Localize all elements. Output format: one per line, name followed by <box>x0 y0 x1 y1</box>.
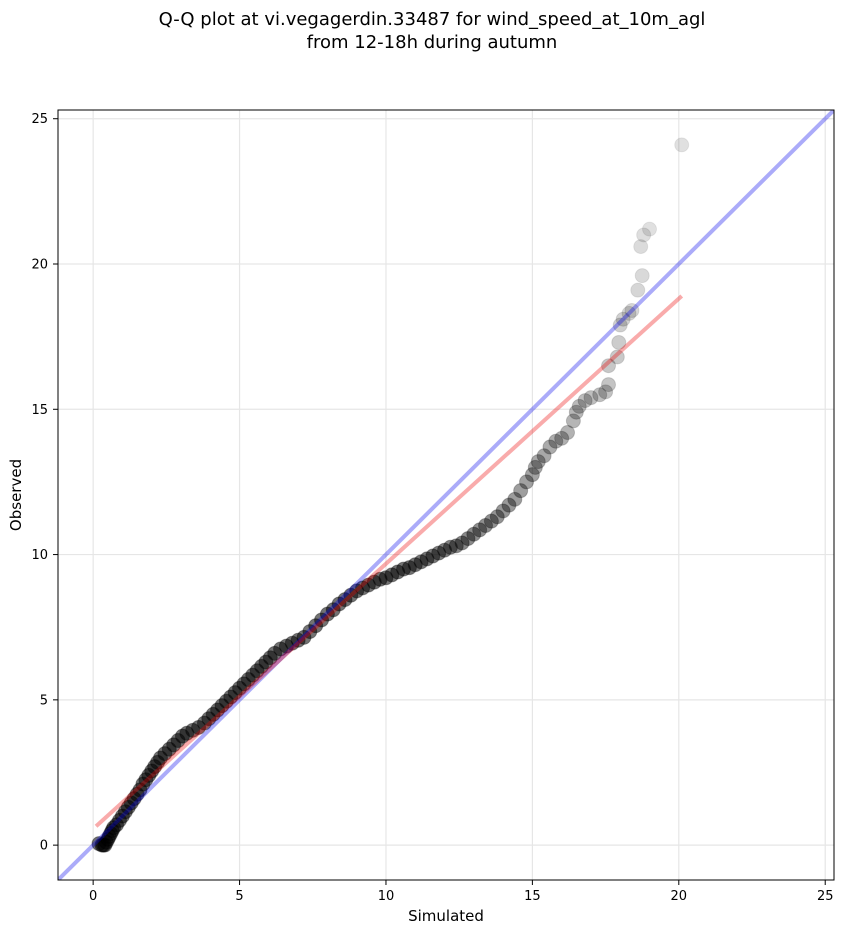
y-tick-label: 5 <box>40 693 48 708</box>
data-point <box>501 497 517 513</box>
y-tick-label: 25 <box>31 112 48 127</box>
data-point <box>527 459 543 475</box>
data-point <box>560 425 576 441</box>
x-axis-label: Simulated <box>408 907 484 925</box>
data-point <box>542 439 558 455</box>
x-tick-label: 0 <box>89 889 97 904</box>
data-point <box>437 542 453 558</box>
data-point <box>513 483 529 499</box>
axis-ticks: 0 5 10 15 20 25 0 5 10 15 20 25 <box>31 112 833 904</box>
plot-frame <box>57 109 835 881</box>
x-tick-label: 25 <box>817 889 834 904</box>
y-tick-label: 10 <box>31 548 48 563</box>
data-point <box>612 317 628 333</box>
data-point <box>495 503 511 519</box>
y-axis-label: Observed <box>7 459 25 531</box>
data-point <box>554 430 570 446</box>
data-point <box>609 349 625 365</box>
data-point <box>489 509 505 525</box>
data-point <box>642 221 658 237</box>
y-tick-label: 0 <box>40 839 48 854</box>
data-point <box>592 387 608 403</box>
x-tick-label: 15 <box>524 889 541 904</box>
data-point <box>519 474 535 490</box>
data-point <box>483 513 499 529</box>
data-point <box>524 467 540 483</box>
data-point <box>674 137 690 153</box>
data-point <box>615 311 631 327</box>
x-tick-label: 10 <box>378 889 395 904</box>
data-point <box>601 358 617 374</box>
data-point <box>460 531 476 547</box>
data-point <box>636 227 652 243</box>
data-point <box>630 282 646 298</box>
points-layer <box>91 137 690 853</box>
data-point <box>621 305 637 321</box>
data-point <box>442 539 458 555</box>
data-point <box>507 491 523 507</box>
data-point <box>577 393 593 409</box>
data-point <box>583 390 599 406</box>
chart-title-line-1: Q-Q plot at vi.vegagerdin.33487 for wind… <box>159 9 706 30</box>
data-point <box>454 535 470 551</box>
data-point <box>611 334 627 350</box>
data-point <box>624 302 640 318</box>
data-point <box>472 522 488 538</box>
data-point <box>571 398 587 414</box>
data-point <box>601 377 617 393</box>
data-point <box>565 413 581 429</box>
chart-title: Q-Q plot at vi.vegagerdin.33487 for wind… <box>159 9 706 53</box>
data-point <box>530 454 546 470</box>
data-point <box>633 239 649 255</box>
y-tick-label: 15 <box>31 403 48 418</box>
chart-title-line-2: from 12-18h during autumn <box>307 32 558 53</box>
data-point <box>478 518 494 534</box>
x-tick-label: 5 <box>235 889 243 904</box>
data-point <box>634 268 650 284</box>
data-point <box>448 538 464 554</box>
x-tick-label: 20 <box>671 889 688 904</box>
reference-line <box>58 110 834 880</box>
data-point <box>548 433 564 449</box>
fit-line <box>94 294 684 828</box>
lines-layer <box>58 110 834 880</box>
data-point <box>536 448 552 464</box>
data-point <box>568 404 584 420</box>
data-point <box>598 384 614 400</box>
data-point <box>466 526 482 542</box>
y-tick-label: 20 <box>31 258 48 273</box>
